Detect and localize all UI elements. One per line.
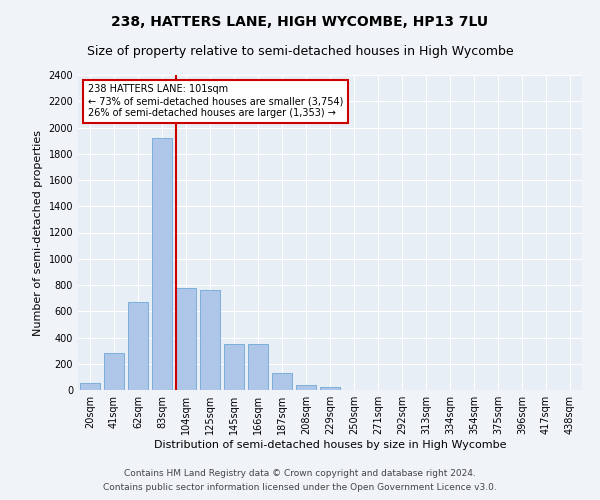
Bar [200,290,220,390]
Bar [272,373,292,390]
Bar [80,384,100,390]
Bar [104,353,124,390]
Text: Contains public sector information licensed under the Open Government Licence v3: Contains public sector information licen… [103,484,497,492]
Text: 238 HATTERS LANE: 101sqm
← 73% of semi-detached houses are smaller (3,754)
26% o: 238 HATTERS LANE: 101sqm ← 73% of semi-d… [88,84,343,117]
Bar [296,386,316,390]
Text: 238, HATTERS LANE, HIGH WYCOMBE, HP13 7LU: 238, HATTERS LANE, HIGH WYCOMBE, HP13 7L… [112,15,488,29]
Bar [320,388,340,390]
Bar [248,344,268,390]
Bar [128,302,148,390]
Bar [176,288,196,390]
Text: Contains HM Land Registry data © Crown copyright and database right 2024.: Contains HM Land Registry data © Crown c… [124,468,476,477]
Bar [224,344,244,390]
Text: Size of property relative to semi-detached houses in High Wycombe: Size of property relative to semi-detach… [86,45,514,58]
Bar [152,138,172,390]
Y-axis label: Number of semi-detached properties: Number of semi-detached properties [33,130,43,336]
X-axis label: Distribution of semi-detached houses by size in High Wycombe: Distribution of semi-detached houses by … [154,440,506,450]
